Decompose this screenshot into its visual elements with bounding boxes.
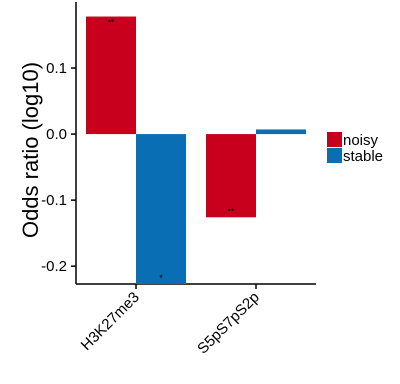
x-tick-label: S5pS7pS2p [194,289,263,358]
legend-label-noisy: noisy [343,132,379,149]
legend-label-stable: stable [343,148,383,165]
legend-key-noisy [327,132,342,147]
legend-key-stable [327,148,342,163]
bar-noisy-H3K27me3 [86,16,136,135]
plot-area: -0.2-0.10.00.1***H3K27me3**S5pS7pS2p [41,2,316,357]
bar-stable-S5pS7pS2p [256,129,306,135]
y-axis-title: Odds ratio (log10) [18,62,43,238]
y-tick-label: -0.1 [41,192,67,209]
bar-stable-H3K27me3 [136,134,186,284]
y-tick-label: 0.1 [46,60,67,77]
y-tick-label: 0.0 [46,126,67,143]
y-tick-label: -0.2 [41,258,67,275]
x-tick-label: H3K27me3 [78,289,143,354]
significance-label: ** [107,18,115,28]
bar-noisy-S5pS7pS2p [206,134,256,218]
significance-label: * [159,273,163,283]
significance-label: ** [227,206,235,216]
